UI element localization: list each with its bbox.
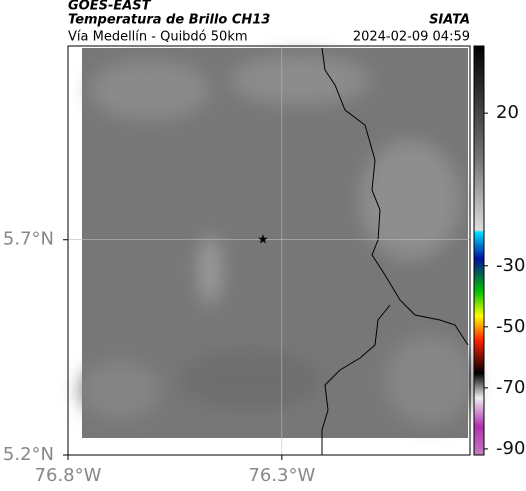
region: Vía Medellín - Quibdó 50km — [68, 30, 248, 45]
colorbar-tick-label: -70 — [496, 377, 525, 398]
cloud-texture — [80, 55, 475, 425]
source: SIATA — [429, 13, 470, 28]
title: GOES-EAST — [68, 0, 152, 14]
border — [321, 47, 469, 455]
y-tick-label: 5.7°N — [3, 229, 54, 250]
timestamp: 2024-02-09 04:59 — [353, 30, 470, 45]
colorbar-tick-label: -90 — [496, 438, 525, 459]
colorbar — [473, 45, 485, 456]
station-marker: ★ — [257, 233, 269, 248]
y-tick-label: 5.2°N — [3, 444, 54, 465]
x-tick-label: 76.3°W — [248, 465, 315, 486]
subtitle: Temperatura de Brillo CH13 — [68, 13, 270, 28]
map-frame — [67, 45, 471, 456]
satellite-image — [80, 47, 475, 455]
colorbar-tick-label: -30 — [496, 255, 525, 276]
colorbar-tick-label: -50 — [496, 316, 525, 337]
x-tick-label: 76.8°W — [35, 465, 102, 486]
colorbar-tick-label: 20 — [496, 102, 519, 123]
